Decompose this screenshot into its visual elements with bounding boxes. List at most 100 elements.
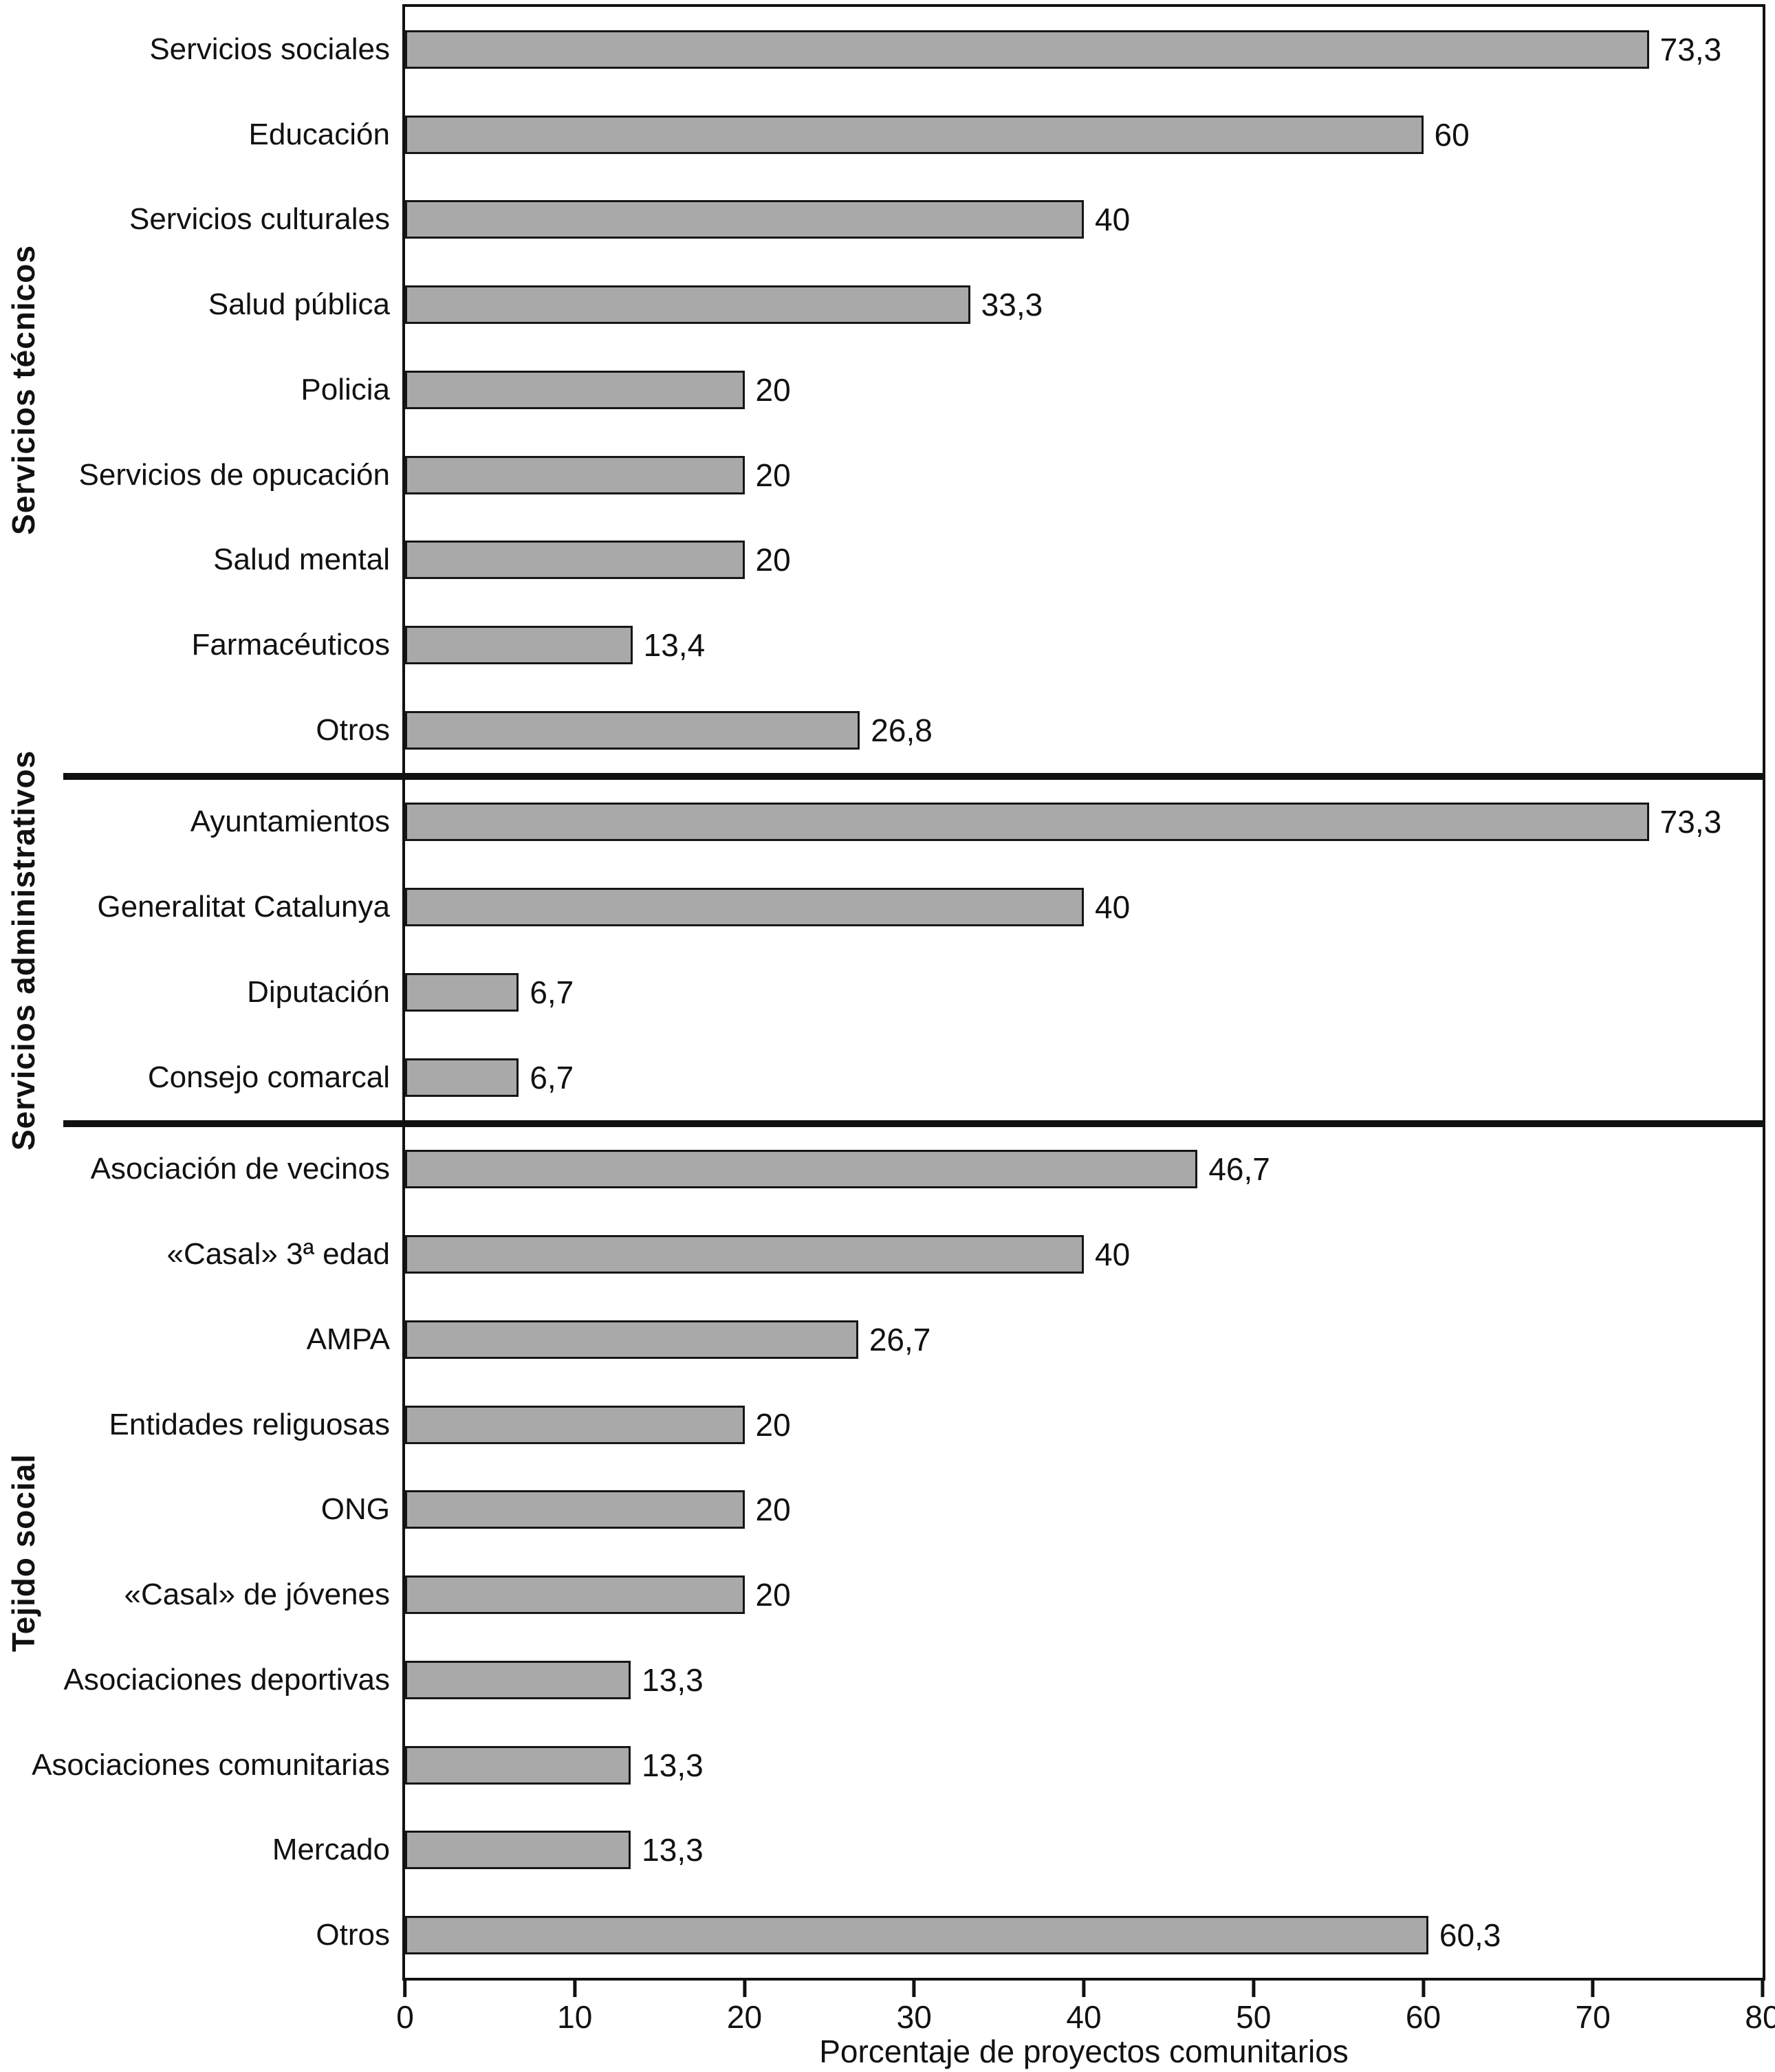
bar	[405, 1320, 858, 1359]
bar-row: Entidades religuosas 20	[109, 1382, 1763, 1468]
value-label: 60	[1434, 116, 1470, 153]
category-label: Salud mental	[213, 543, 390, 577]
value-label: 13,3	[642, 1747, 704, 1783]
category-label: Entidades religuosas	[109, 1407, 390, 1441]
bar-row: Generalitat Catalunya 40	[97, 864, 1763, 950]
bar	[405, 541, 745, 580]
bar	[405, 30, 1649, 69]
value-label: 40	[1095, 1236, 1131, 1273]
tick-mark	[1761, 1981, 1765, 1997]
tick-label: 30	[896, 1999, 932, 2035]
bar-row: Otros 60,3	[316, 1893, 1763, 1978]
bar	[405, 370, 745, 409]
bar-row: Servicios sociales 73,3	[149, 7, 1763, 92]
bar-row: Educación 60	[249, 92, 1763, 177]
category-label: Ayuntamientos	[190, 805, 390, 839]
value-label: 6,7	[530, 1059, 574, 1095]
bar	[405, 1405, 745, 1444]
value-label: 73,3	[1659, 31, 1722, 67]
axis-tick: 70	[1576, 1981, 1611, 2033]
section-label: Tejido social	[6, 1453, 41, 1652]
bar-row: Salud mental 20	[213, 517, 1763, 602]
bar	[405, 1745, 631, 1785]
value-label: 73,3	[1659, 804, 1722, 840]
value-label: 6,7	[530, 974, 574, 1010]
tick-label: 0	[396, 1999, 414, 2035]
tick-mark	[742, 1981, 746, 1997]
value-label: 20	[755, 371, 791, 408]
value-label: 13,3	[642, 1661, 704, 1698]
tick-mark	[403, 1981, 407, 1997]
x-axis-title: Porcentaje de proyectos comunitarios	[819, 2033, 1349, 2069]
bar	[405, 710, 860, 750]
tick-label: 20	[726, 1999, 763, 2035]
axis-tick: 50	[1236, 1981, 1271, 2033]
tick-mark	[573, 1981, 577, 1997]
bar	[405, 1058, 519, 1097]
bar-row: Mercado 13,3	[272, 1807, 1763, 1893]
bar	[405, 1660, 631, 1699]
category-label: Otros	[316, 1917, 390, 1952]
value-label: 13,4	[643, 627, 706, 663]
category-label: Asociaciones deportivas	[63, 1662, 390, 1697]
plot-area: Servicios sociales 73,3 Educación 60 Servici…	[32, 4, 1765, 1981]
bar-row: Ayuntamientos 73,3	[190, 780, 1763, 865]
value-label: 20	[755, 1406, 791, 1443]
category-label: AMPA	[306, 1322, 390, 1356]
bar	[405, 1490, 745, 1529]
value-label: 46,7	[1208, 1151, 1270, 1188]
tick-label: 80	[1745, 1999, 1775, 2035]
bar-row: Consejo comarcal 6,7	[148, 1035, 1763, 1120]
value-label: 20	[755, 1577, 791, 1613]
bar	[405, 1235, 1084, 1274]
category-label: Asociación de vecinos	[90, 1152, 390, 1186]
bar-row: Asociación de vecinos 46,7	[91, 1127, 1763, 1212]
category-label: Diputación	[247, 974, 390, 1009]
x-axis: 0 10 20 30 40 50 60 70 80	[396, 1981, 1775, 2056]
category-label: Otros	[316, 712, 390, 747]
category-label: Asociaciones comunitarias	[32, 1747, 390, 1782]
category-label: Servicios sociales	[149, 32, 390, 66]
value-label: 40	[1095, 889, 1131, 926]
axis-tick: 40	[1066, 1981, 1102, 2035]
bar	[405, 1916, 1428, 1955]
value-label: 33,3	[981, 287, 1043, 323]
category-label: Mercado	[272, 1833, 390, 1867]
value-label: 26,8	[871, 712, 933, 748]
tick-label: 10	[557, 1999, 593, 2035]
tick-mark	[1591, 1981, 1595, 1997]
bar	[405, 115, 1424, 154]
axis-tick: 0	[396, 1981, 414, 2033]
category-label: Generalitat Catalunya	[97, 890, 390, 924]
bar	[405, 972, 519, 1012]
tick-mark	[1252, 1981, 1256, 1997]
value-label: 20	[755, 542, 791, 578]
value-label: 26,7	[869, 1321, 931, 1357]
tick-label: 70	[1575, 1999, 1611, 2035]
bar	[405, 626, 633, 664]
section-label: Servicios técnicos	[6, 245, 41, 535]
bar	[405, 285, 970, 325]
bar-row: «Casal» 3ª edad 40	[166, 1212, 1763, 1297]
category-label: ONG	[320, 1492, 390, 1527]
axis-tick: 80	[1745, 1981, 1775, 2033]
bar-row: Farmacéuticos 13,4	[191, 602, 1763, 688]
bar	[405, 888, 1084, 927]
category-label: «Casal» 3ª edad	[166, 1236, 390, 1271]
tick-mark	[912, 1981, 916, 1997]
bar-row: Asociaciones deportivas 13,3	[64, 1637, 1763, 1723]
category-label: Policia	[301, 372, 390, 406]
bar	[405, 803, 1649, 842]
tick-label: 50	[1236, 1999, 1272, 2035]
tick-label: 40	[1066, 1999, 1102, 2035]
bar-row: «Casal» de jóvenes 20	[124, 1552, 1763, 1637]
bar-row: Servicios de opucación 20	[79, 433, 1763, 518]
axis-tick: 10	[557, 1981, 592, 2033]
axis-tick: 20	[727, 1981, 762, 2033]
bar-row: AMPA 26,7	[307, 1297, 1763, 1382]
bar-row: Servicios culturales 40	[129, 177, 1763, 262]
category-label: Educación	[248, 117, 390, 151]
category-label: Consejo comarcal	[147, 1060, 390, 1094]
value-label: 13,3	[642, 1832, 704, 1868]
